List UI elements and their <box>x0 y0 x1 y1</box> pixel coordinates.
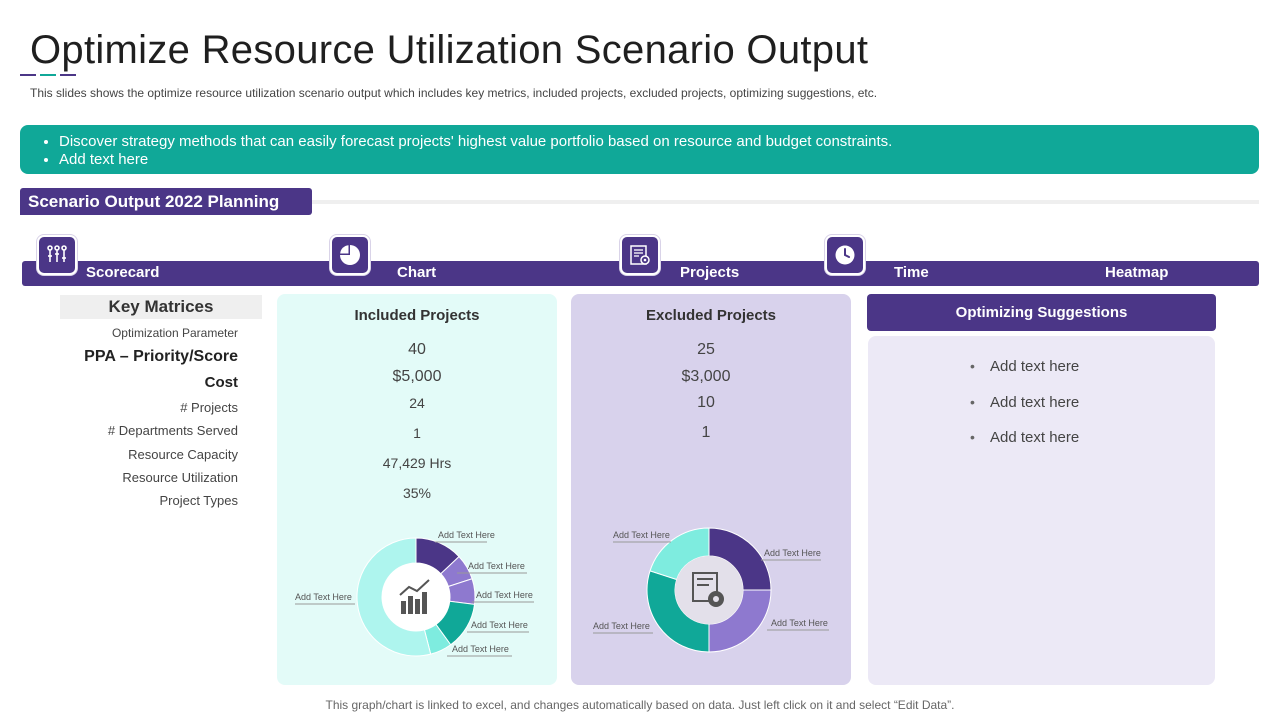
km-ppa-priority-score: PPA – Priority/Score <box>84 348 238 365</box>
bar-chart-icon <box>399 579 430 614</box>
tab-scorecard[interactable]: Scorecard <box>86 264 160 281</box>
inc-slice-label: Add Text Here <box>295 592 352 602</box>
km-optimization-parameter: Optimization Parameter <box>111 326 238 340</box>
included-value: $5,000 <box>392 368 442 385</box>
inc-slice-label: Add Text Here <box>476 590 533 600</box>
included-projects-title: Included Projects <box>354 307 480 324</box>
suggestion-item: Add text here <box>970 358 1079 394</box>
info-banner: Discover strategy methods that can easil… <box>20 125 1259 174</box>
suggestion-item: Add text here <box>970 394 1079 430</box>
pie-chart-icon[interactable] <box>330 235 370 275</box>
banner-bullet: Add text here <box>59 151 1259 169</box>
included-value: 47,429 Hrs <box>382 455 452 471</box>
km-resource-utilization: Resource Utilization <box>122 470 238 485</box>
km-projects: # Projects <box>180 400 238 415</box>
page-title: Optimize Resource Utilization Scenario O… <box>30 28 869 72</box>
banner-bullet: Discover strategy methods that can easil… <box>59 133 1259 151</box>
clock-icon[interactable] <box>825 235 865 275</box>
pins-icon[interactable] <box>37 235 77 275</box>
excluded-value: $3,000 <box>681 368 731 385</box>
key-matrices-heading: Key Matrices <box>60 295 262 319</box>
inc-slice-label: Add Text Here <box>471 620 528 630</box>
inc-slice-label: Add Text Here <box>438 530 495 540</box>
excluded-value: 1 <box>701 424 711 441</box>
suggestion-item: Add text here <box>970 429 1079 465</box>
tab-chart[interactable]: Chart <box>397 264 437 281</box>
included-value: 35% <box>402 485 432 501</box>
excluded-value: 25 <box>697 341 715 358</box>
suggestions-list: Add text here Add text here Add text her… <box>970 358 1079 465</box>
footer-note: This graph/chart is linked to excel, and… <box>325 698 955 712</box>
inc-slice-label: Add Text Here <box>452 644 509 654</box>
exc-slice-label: Add Text Here <box>613 530 670 540</box>
exc-slice-label: Add Text Here <box>764 548 821 558</box>
included-value: 24 <box>409 395 425 411</box>
project-document-icon[interactable] <box>620 235 660 275</box>
included-donut-chart[interactable]: Add Text Here Add Text Here Add Text Her… <box>277 515 557 685</box>
tab-heatmap[interactable]: Heatmap <box>1105 264 1169 281</box>
tab-projects[interactable]: Projects <box>680 264 740 281</box>
excluded-projects-title: Excluded Projects <box>645 307 777 324</box>
km-cost: Cost <box>204 374 238 391</box>
optimizing-suggestions-header: Optimizing Suggestions <box>867 294 1216 331</box>
km-project-types: Project Types <box>159 493 238 508</box>
gear-document-icon <box>692 572 724 607</box>
km-departments-served: # Departments Served <box>107 423 238 438</box>
inc-slice-label: Add Text Here <box>468 561 525 571</box>
included-value: 40 <box>408 341 426 358</box>
tab-time[interactable]: Time <box>894 264 929 281</box>
exc-slice-label: Add Text Here <box>593 621 650 631</box>
excluded-donut-chart[interactable]: Add Text Here Add Text Here Add Text Her… <box>571 515 851 685</box>
page-subtitle: This slides shows the optimize resource … <box>30 86 878 100</box>
title-underline <box>20 74 76 76</box>
planning-divider <box>312 200 1259 204</box>
planning-tab[interactable]: Scenario Output 2022 Planning <box>20 188 312 215</box>
included-value: 1 <box>413 425 421 441</box>
excluded-value: 10 <box>697 394 715 411</box>
exc-slice-label: Add Text Here <box>771 618 828 628</box>
km-resource-capacity: Resource Capacity <box>128 447 238 462</box>
